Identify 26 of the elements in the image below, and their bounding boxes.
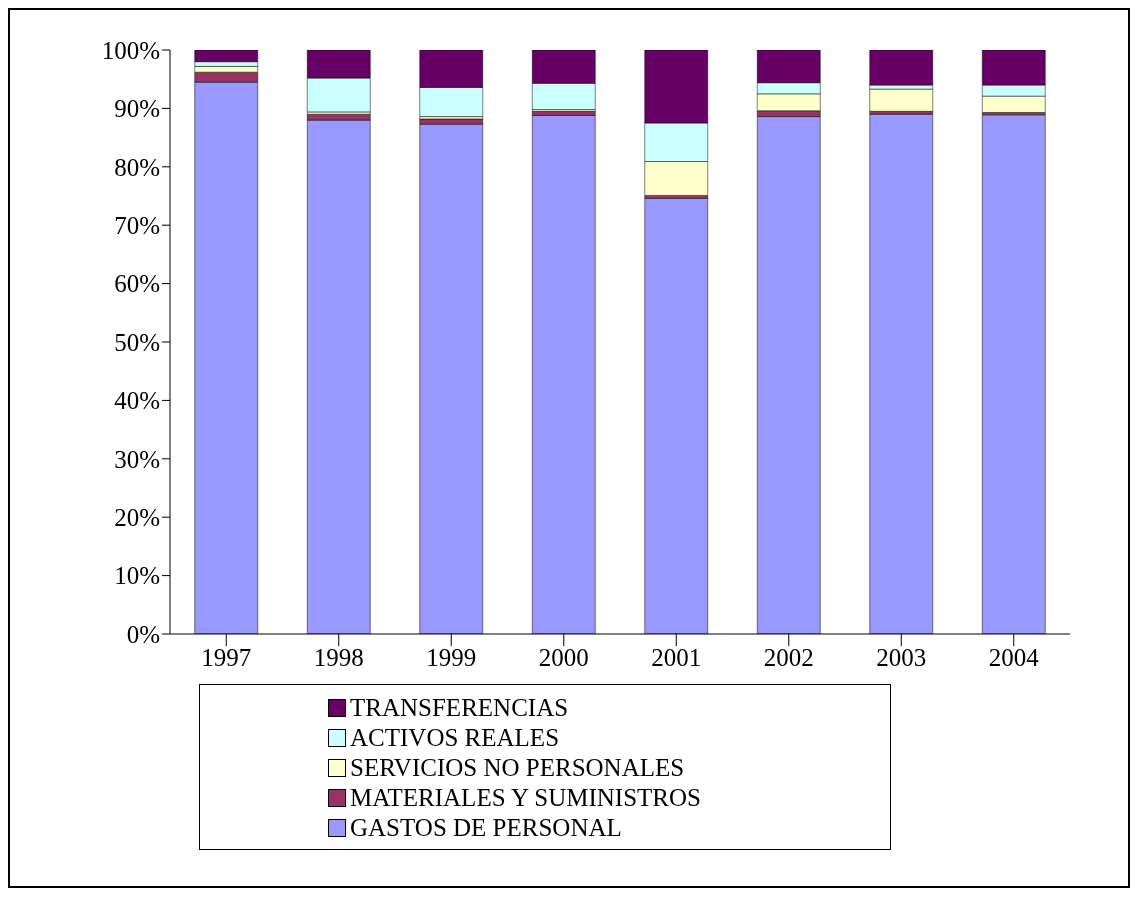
x-tick-label: 1999 bbox=[426, 643, 477, 671]
x-tick-label: 1998 bbox=[313, 643, 364, 671]
legend-label: MATERIALES Y SUMINISTROS bbox=[350, 783, 701, 813]
x-tick-label: 2004 bbox=[988, 643, 1040, 671]
legend-label: TRANSFERENCIAS bbox=[350, 693, 569, 723]
y-tick-label: 0% bbox=[126, 620, 160, 648]
y-tick-label: 80% bbox=[114, 153, 160, 181]
y-tick-label: 50% bbox=[114, 328, 160, 356]
bar bbox=[869, 50, 933, 86]
y-tick-label: 60% bbox=[114, 270, 160, 298]
legend-label: SERVICIOS NO PERSONALES bbox=[350, 753, 685, 783]
legend-label: GASTOS DE PERSONAL bbox=[350, 813, 622, 843]
x-tick-label: 2000 bbox=[538, 643, 589, 671]
legend-label: ACTIVOS REALES bbox=[350, 723, 560, 753]
y-tick-label: 30% bbox=[114, 445, 160, 473]
x-tick-label: 2003 bbox=[876, 643, 927, 671]
y-tick-label: 100% bbox=[101, 36, 160, 64]
y-tick-label: 70% bbox=[114, 212, 160, 240]
x-tick-label: 2001 bbox=[651, 643, 702, 671]
y-tick-label: 10% bbox=[114, 562, 160, 590]
y-tick-label: 20% bbox=[114, 504, 160, 532]
y-tick-label: 40% bbox=[114, 387, 160, 415]
x-tick-label: 1997 bbox=[201, 643, 252, 671]
bar bbox=[869, 88, 933, 112]
x-tick-label: 2002 bbox=[763, 643, 814, 671]
y-tick-label: 90% bbox=[114, 95, 160, 123]
